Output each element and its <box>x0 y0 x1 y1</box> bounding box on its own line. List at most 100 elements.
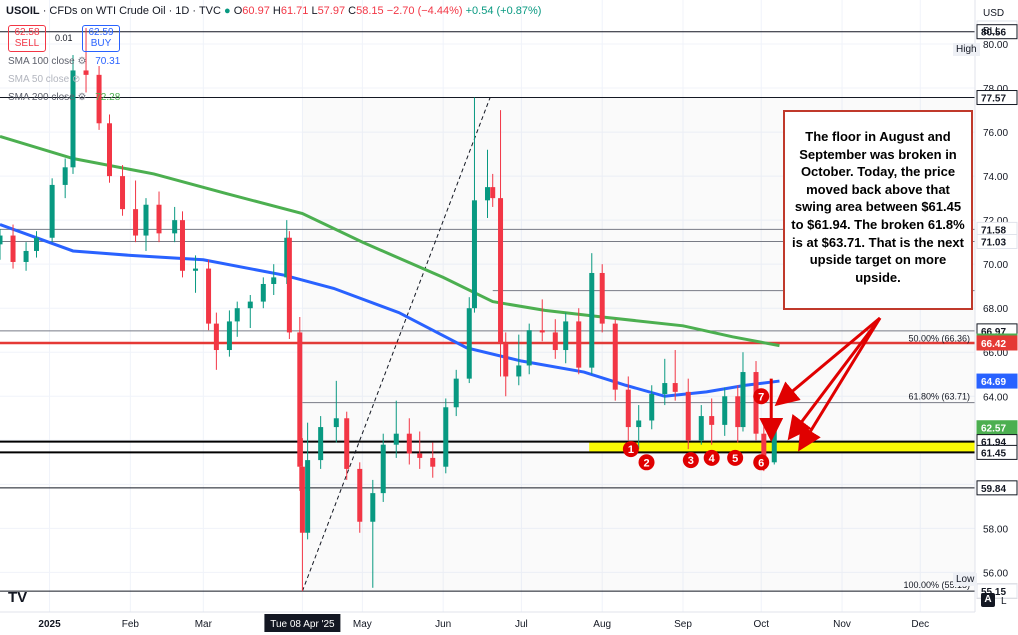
swing-marker: 2 <box>638 454 655 471</box>
sma50-legend[interactable]: SMA 50 close ⊘ <box>8 74 81 85</box>
candle-body <box>662 383 668 395</box>
candle <box>625 376 631 441</box>
hidden-eye-icon[interactable]: ⊘ <box>71 74 81 85</box>
y-tick-label: 72.00 <box>983 216 1008 227</box>
candle <box>156 191 162 243</box>
price-label-bg <box>976 24 1018 40</box>
x-tick-label: Jun <box>435 619 451 630</box>
sell-button[interactable]: 62.58 SELL <box>8 25 46 52</box>
price-label-bg <box>976 90 1018 106</box>
candle <box>393 400 399 458</box>
x-tick-label: Nov <box>833 619 851 630</box>
candle <box>503 332 509 397</box>
candle-body <box>193 268 199 271</box>
auto-scale-button[interactable]: A <box>981 593 995 607</box>
open-value: 60.97 <box>242 5 270 17</box>
candle-body <box>96 74 102 124</box>
candle <box>133 180 139 243</box>
annotation-arrow <box>798 317 882 452</box>
buy-button[interactable]: 62.59 BUY <box>82 25 120 52</box>
y-tick-label: 58.00 <box>983 524 1008 535</box>
log-scale-button[interactable]: L <box>1001 596 1007 607</box>
candle-body <box>471 200 477 309</box>
candle <box>636 405 642 450</box>
swing-marker-label: 4 <box>709 453 716 465</box>
close-value: 58.15 <box>356 5 384 17</box>
swing-marker-circle <box>727 449 744 466</box>
candle <box>70 55 76 174</box>
candle-body <box>503 343 509 377</box>
candle-body <box>485 187 490 201</box>
candle <box>247 294 253 329</box>
candle-body <box>761 433 767 463</box>
swing-marker: 1 <box>622 441 639 458</box>
candle-body <box>563 321 569 351</box>
swing-marker-circle <box>622 441 639 458</box>
candle-body <box>156 204 162 234</box>
x-tick-label: Feb <box>122 619 140 630</box>
price-label: 64.69 <box>976 373 1018 389</box>
swing-marker-label: 3 <box>688 455 694 467</box>
unit-label[interactable]: BLL <box>983 26 1001 37</box>
candle-body <box>318 427 324 461</box>
candle-body <box>70 70 76 168</box>
y-tick-label: 78.00 <box>983 84 1008 95</box>
candle <box>417 431 423 469</box>
candle <box>406 418 412 465</box>
spread-value: 0.01 <box>55 33 73 43</box>
x-tick-label: Aug <box>593 619 611 630</box>
candle-body <box>406 433 412 454</box>
sma200-legend[interactable]: SMA 200 close ⚙ 72.28 <box>8 92 121 103</box>
price-label-text: 66.42 <box>981 339 1006 350</box>
candle <box>357 462 363 533</box>
candle <box>485 149 490 218</box>
swing-marker-circle <box>682 452 699 469</box>
candle-body <box>234 308 240 322</box>
y-tick-label: 80.00 <box>983 40 1008 51</box>
time-axis-panel <box>0 612 975 635</box>
sell-price: 62.58 <box>14 27 40 38</box>
x-tick-label: May <box>353 619 372 630</box>
settings-icon[interactable]: ⚙ <box>77 92 87 103</box>
candle-body <box>576 321 582 368</box>
candle-body <box>625 389 631 428</box>
low-value: 57.97 <box>317 5 346 17</box>
candle-body <box>539 330 545 333</box>
candle-body <box>143 204 149 236</box>
candle-body <box>636 420 642 428</box>
candle <box>193 255 199 293</box>
x-tick-label: 2025 <box>38 619 61 630</box>
price-label: 61.45 <box>976 444 1018 460</box>
candle-body <box>453 378 459 408</box>
candle-body <box>370 493 376 522</box>
high-value: 61.71 <box>280 5 309 17</box>
candle-body <box>284 237 290 278</box>
live-dot: ● <box>224 5 231 17</box>
swing-marker: 3 <box>682 452 699 469</box>
candle-body <box>83 70 89 75</box>
swing-marker: 4 <box>703 449 720 466</box>
price-label-bg <box>976 335 1018 351</box>
swing-marker-circle <box>638 454 655 471</box>
candle <box>722 387 728 436</box>
tradingview-logo: TV <box>8 589 28 606</box>
candle-body <box>417 453 423 458</box>
swing-marker-label: 5 <box>732 453 738 465</box>
candle <box>430 442 436 478</box>
settings-icon[interactable]: ⚙ <box>77 56 87 67</box>
candle-body <box>333 418 339 428</box>
candle <box>23 242 29 271</box>
candle-body <box>753 372 759 434</box>
candle-body <box>206 268 212 324</box>
symbol-label[interactable]: USOIL <box>6 5 40 17</box>
swing-marker-label: 2 <box>643 457 649 469</box>
y-tick-label: 56.00 <box>983 568 1008 579</box>
candle <box>226 310 232 357</box>
sma100-legend[interactable]: SMA 100 close ⚙ 70.31 <box>8 56 121 67</box>
candle-body <box>740 372 746 428</box>
price-label-text: 71.03 <box>981 237 1006 248</box>
candle <box>299 438 305 592</box>
currency-label[interactable]: USD <box>983 8 1005 19</box>
candle-body <box>179 220 185 271</box>
